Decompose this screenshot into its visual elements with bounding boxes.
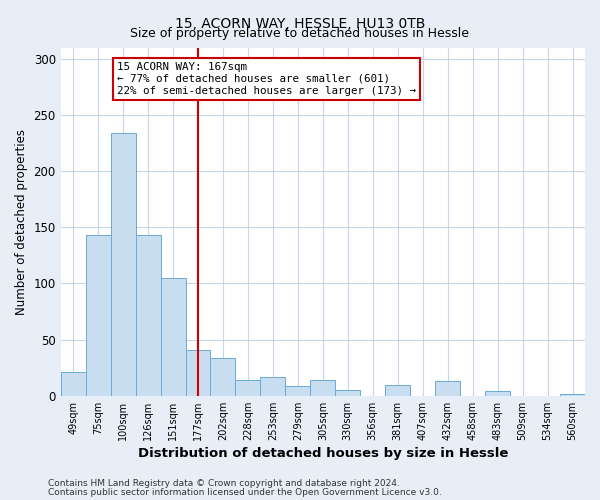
Bar [61,372,86,396]
Bar [161,278,185,396]
Bar [260,376,286,396]
Bar [211,358,235,396]
Text: Contains HM Land Registry data © Crown copyright and database right 2024.: Contains HM Land Registry data © Crown c… [48,479,400,488]
Text: Size of property relative to detached houses in Hessle: Size of property relative to detached ho… [131,28,470,40]
X-axis label: Distribution of detached houses by size in Hessle: Distribution of detached houses by size … [137,447,508,460]
Bar [185,350,211,396]
Bar [310,380,335,396]
Bar [385,384,410,396]
Bar [485,392,510,396]
Y-axis label: Number of detached properties: Number of detached properties [15,128,28,314]
Bar [560,394,585,396]
Text: Contains public sector information licensed under the Open Government Licence v3: Contains public sector information licen… [48,488,442,497]
Bar [435,381,460,396]
Bar [335,390,360,396]
Text: 15, ACORN WAY, HESSLE, HU13 0TB: 15, ACORN WAY, HESSLE, HU13 0TB [175,18,425,32]
Bar [86,235,110,396]
Bar [110,133,136,396]
Bar [136,235,161,396]
Bar [235,380,260,396]
Text: 15 ACORN WAY: 167sqm
← 77% of detached houses are smaller (601)
22% of semi-deta: 15 ACORN WAY: 167sqm ← 77% of detached h… [117,62,416,96]
Bar [286,386,310,396]
